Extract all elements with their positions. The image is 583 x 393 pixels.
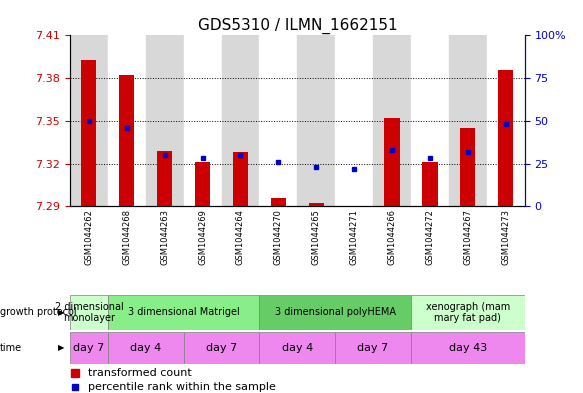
Bar bbox=[259, 35, 297, 206]
Text: day 4: day 4 bbox=[130, 343, 161, 353]
Bar bbox=[119, 75, 134, 206]
Bar bbox=[347, 206, 362, 208]
Bar bbox=[81, 60, 96, 206]
Text: 3 dimensional Matrigel: 3 dimensional Matrigel bbox=[128, 307, 240, 318]
Text: transformed count: transformed count bbox=[88, 368, 192, 378]
Bar bbox=[157, 151, 173, 206]
Bar bbox=[422, 162, 437, 206]
Bar bbox=[70, 35, 108, 206]
Bar bbox=[271, 198, 286, 206]
Bar bbox=[449, 35, 487, 206]
Title: GDS5310 / ILMN_1662151: GDS5310 / ILMN_1662151 bbox=[198, 18, 397, 34]
Bar bbox=[411, 35, 449, 206]
Text: day 7: day 7 bbox=[73, 343, 104, 353]
Text: day 7: day 7 bbox=[206, 343, 237, 353]
Bar bbox=[184, 35, 222, 206]
Bar bbox=[146, 35, 184, 206]
Text: day 43: day 43 bbox=[449, 343, 487, 353]
Bar bbox=[108, 35, 146, 206]
Bar bbox=[309, 204, 324, 206]
Text: 3 dimensional polyHEMA: 3 dimensional polyHEMA bbox=[275, 307, 396, 318]
Text: percentile rank within the sample: percentile rank within the sample bbox=[88, 382, 276, 392]
Bar bbox=[498, 70, 514, 206]
Bar bbox=[108, 332, 184, 364]
Bar bbox=[259, 332, 335, 364]
Text: ▶: ▶ bbox=[58, 343, 64, 352]
Bar bbox=[335, 332, 411, 364]
Text: 2 dimensional
monolayer: 2 dimensional monolayer bbox=[55, 302, 123, 323]
Bar bbox=[335, 35, 373, 206]
Text: ▶: ▶ bbox=[58, 308, 64, 317]
Text: time: time bbox=[0, 343, 22, 353]
Bar bbox=[385, 118, 400, 206]
Bar bbox=[411, 295, 525, 330]
Bar bbox=[373, 35, 411, 206]
Text: xenograph (mam
mary fat pad): xenograph (mam mary fat pad) bbox=[426, 302, 510, 323]
Bar bbox=[195, 162, 210, 206]
Bar bbox=[108, 295, 259, 330]
Bar bbox=[461, 128, 476, 206]
Bar bbox=[259, 295, 411, 330]
Bar bbox=[222, 35, 259, 206]
Bar bbox=[411, 332, 525, 364]
Bar bbox=[70, 332, 108, 364]
Bar bbox=[297, 35, 335, 206]
Bar bbox=[184, 332, 259, 364]
Text: day 7: day 7 bbox=[357, 343, 389, 353]
Text: growth protocol: growth protocol bbox=[0, 307, 76, 318]
Bar bbox=[487, 35, 525, 206]
Text: day 4: day 4 bbox=[282, 343, 313, 353]
Bar bbox=[70, 295, 108, 330]
Bar bbox=[233, 152, 248, 206]
